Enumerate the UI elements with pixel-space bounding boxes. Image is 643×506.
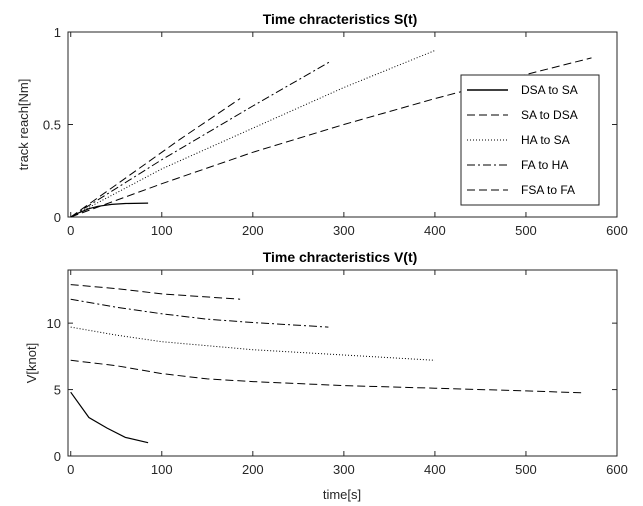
- chart-title: Time chracteristics V(t): [263, 249, 418, 265]
- x-tick-label: 400: [424, 223, 446, 238]
- x-tick-label: 0: [67, 462, 74, 477]
- x-tick-label: 100: [151, 462, 173, 477]
- chart-v-t: Time chracteristics V(t) 0 100 200 300 400 50…: [24, 249, 628, 502]
- series-line-1: [70, 391, 149, 444]
- y-tick-label: 0: [54, 449, 61, 464]
- chart-title: Time chracteristics S(t): [263, 11, 418, 27]
- x-tick-label: 300: [333, 223, 355, 238]
- series-line-2: [70, 359, 586, 394]
- y-tick-label: 0.5: [43, 118, 61, 133]
- series-line-4: [70, 298, 329, 328]
- y-tick-label: 10: [47, 316, 61, 331]
- y-axis-label: V[knot]: [24, 343, 39, 383]
- legend-label-sa-to-dsa: SA to DSA: [521, 108, 578, 122]
- x-tick-label: 500: [515, 223, 537, 238]
- x-axis-label: time[s]: [323, 487, 361, 502]
- x-tick-label: 300: [333, 462, 355, 477]
- series-line-1: [70, 202, 149, 218]
- x-tick-label: 100: [151, 223, 173, 238]
- legend-box: [460, 74, 600, 206]
- x-tick-label: 0: [67, 223, 74, 238]
- y-axis-label: track reach[Nm]: [16, 79, 31, 171]
- plot-area: [67, 269, 618, 457]
- x-tick-label: 400: [424, 462, 446, 477]
- series-line-4: [70, 61, 331, 218]
- x-tick-label: 200: [242, 462, 264, 477]
- x-tick-label: 600: [606, 223, 628, 238]
- legend-label-fa-to-ha: FA to HA: [521, 158, 568, 172]
- x-tick-label: 500: [515, 462, 537, 477]
- x-tick-label: 600: [606, 462, 628, 477]
- legend-label-fsa-to-fa: FSA to FA: [521, 183, 575, 197]
- legend-label-ha-to-sa: HA to SA: [521, 133, 570, 147]
- y-tick-label: 1: [54, 25, 61, 40]
- series-line-2: [70, 57, 592, 218]
- x-tick-label: 200: [242, 223, 264, 238]
- chart-s-t: Time chracteristics S(t) 0 100 200 300 400 50…: [16, 11, 628, 238]
- legend-label-dsa-to-sa: DSA to SA: [521, 83, 578, 97]
- legend: DSA to SA SA to DSA HA to SA FA to HA FS…: [460, 74, 600, 206]
- y-tick-label: 5: [54, 383, 61, 398]
- y-tick-label: 0: [54, 210, 61, 225]
- series-line-5: [70, 98, 241, 218]
